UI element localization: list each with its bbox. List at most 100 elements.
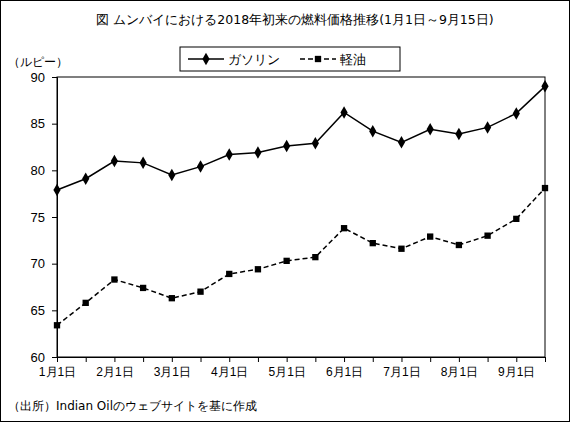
series-marker (541, 80, 548, 92)
x-tick-mark (258, 357, 259, 362)
x-tick-mark (516, 357, 517, 362)
x-tick (258, 357, 259, 362)
y-tick: 90 (31, 70, 57, 85)
y-tick-label: 60 (31, 350, 45, 365)
legend-label: ガソリン (228, 52, 280, 67)
x-tick: 2月1日 (96, 357, 133, 379)
x-axis: 1月1日2月1日3月1日4月1日5月1日6月1日7月1日8月1日9月1日 (39, 357, 546, 379)
x-tick (201, 357, 202, 362)
series-marker (140, 157, 147, 169)
series-marker (398, 136, 405, 148)
x-tick: 9月1日 (498, 357, 535, 379)
series-marker (226, 271, 232, 277)
y-axis-line (52, 78, 58, 358)
series-marker (513, 107, 520, 119)
x-tick: 3月1日 (154, 357, 191, 379)
x-axis-line (58, 358, 546, 363)
y-tick-mark (52, 77, 57, 78)
series-marker (340, 106, 347, 118)
series-marker (197, 289, 203, 295)
x-tick-label: 9月1日 (498, 365, 535, 379)
marks (53, 80, 548, 328)
x-tick-label: 6月1日 (326, 365, 363, 379)
x-tick-label: 8月1日 (441, 365, 478, 379)
y-tick-label: 85 (31, 116, 45, 131)
x-tick (315, 357, 316, 362)
series-marker (197, 160, 204, 172)
series-marker (169, 295, 175, 301)
y-tick: 60 (31, 350, 57, 365)
series-marker (111, 276, 117, 282)
y-tick-label: 75 (31, 210, 45, 225)
x-tick (545, 357, 546, 362)
x-tick (430, 357, 431, 362)
x-tick (86, 357, 87, 362)
y-tick-mark (52, 264, 57, 265)
series-marker (398, 246, 404, 252)
x-tick (373, 357, 374, 362)
series-marker (168, 169, 175, 181)
series-marker (542, 185, 548, 191)
outer-frame (1, 1, 570, 422)
series-marker (283, 140, 290, 152)
y-tick: 80 (31, 163, 57, 178)
legend-box (180, 47, 400, 71)
series-marker (111, 155, 118, 167)
series-marker (254, 146, 261, 158)
x-tick-mark (229, 357, 230, 362)
y-tick-mark (52, 310, 57, 311)
series-marker (370, 240, 376, 246)
x-tick-mark (57, 357, 58, 362)
y-tick-mark (52, 170, 57, 171)
series-marker (312, 137, 319, 149)
chart-title: 図 ムンバイにおける2018年初来の燃料価格推移(1月1日～9月15日) (96, 12, 493, 27)
series-marker (427, 233, 433, 239)
legend-item: ガソリン (188, 52, 280, 67)
series-marker (53, 184, 60, 196)
x-tick-mark (315, 357, 316, 362)
series-marker (82, 172, 89, 184)
series-marker (455, 128, 462, 140)
series-line (57, 86, 545, 190)
x-tick: 6月1日 (326, 357, 363, 379)
y-tick-mark (52, 124, 57, 125)
x-tick-mark (86, 357, 87, 362)
x-tick-label: 7月1日 (383, 365, 420, 379)
y-tick-mark (52, 217, 57, 218)
series-line (57, 188, 545, 325)
x-tick-mark (344, 357, 345, 362)
legend-item: 軽油 (300, 52, 366, 67)
y-tick: 75 (31, 210, 57, 225)
x-tick-mark (401, 357, 402, 362)
y-tick: 85 (31, 116, 57, 131)
x-tick-mark (114, 357, 115, 362)
series-marker (513, 216, 519, 222)
x-tick: 7月1日 (383, 357, 420, 379)
x-tick: 8月1日 (441, 357, 478, 379)
x-tick-mark (143, 357, 144, 362)
x-tick-mark (287, 357, 288, 362)
x-tick: 5月1日 (268, 357, 305, 379)
y-axis: 60657075808590 (31, 70, 58, 365)
y-tick: 70 (31, 256, 57, 271)
legend-label: 軽油 (340, 52, 366, 67)
x-tick: 4月1日 (211, 357, 248, 379)
chart-svg: 図 ムンバイにおける2018年初来の燃料価格推移(1月1日～9月15日)（ルピー… (0, 0, 570, 422)
plot-area: 606570758085901月1日2月1日3月1日4月1日5月1日6月1日7月… (31, 70, 549, 379)
x-tick-mark (201, 357, 202, 362)
series-marker (369, 125, 376, 137)
x-tick (143, 357, 144, 362)
x-tick-mark (545, 357, 546, 362)
series-marker (283, 258, 289, 264)
series-marker (255, 266, 261, 272)
x-tick-label: 2月1日 (96, 365, 133, 379)
legend-marker (202, 53, 209, 65)
x-tick-label: 5月1日 (268, 365, 305, 379)
series-marker (456, 242, 462, 248)
series-marker (312, 254, 318, 260)
x-tick-label: 3月1日 (154, 365, 191, 379)
series-marker (83, 300, 89, 306)
series-marker (226, 148, 233, 160)
series-marker (341, 225, 347, 231)
series-marker (484, 233, 490, 239)
